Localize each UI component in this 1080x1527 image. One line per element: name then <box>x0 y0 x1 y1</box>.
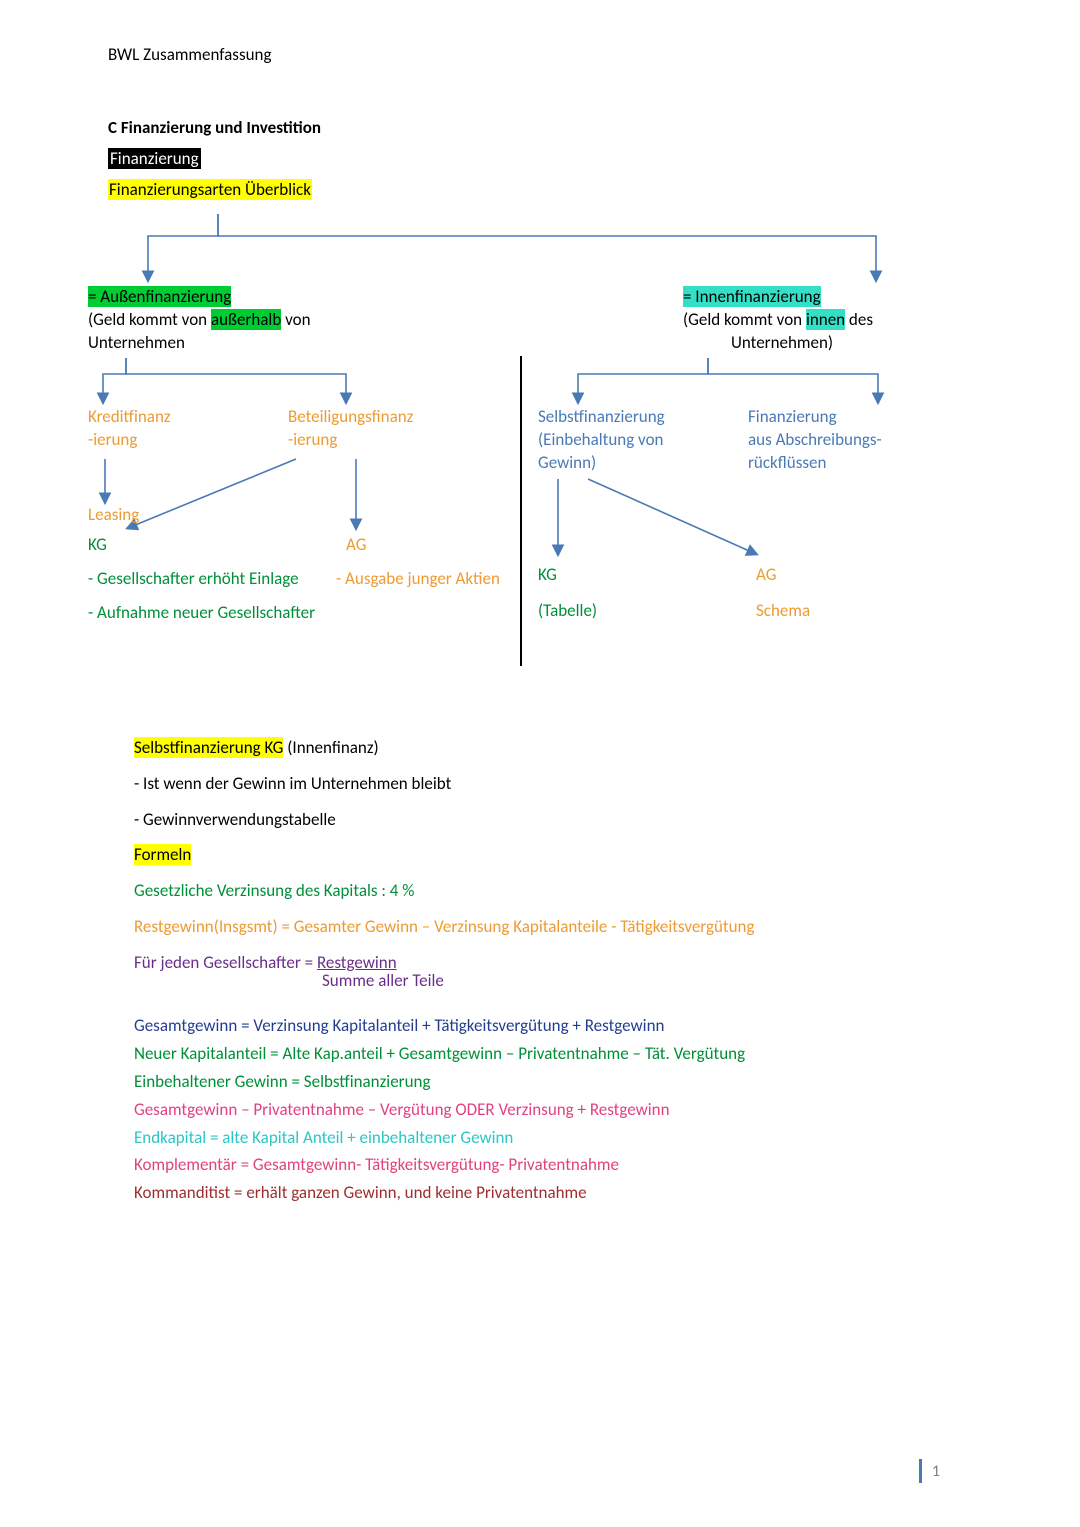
selbst-l1: Selbstfinanzierung <box>538 406 665 427</box>
line-orange: Restgewinn(Insgsmt) = Gesamter Gewinn – … <box>134 915 985 939</box>
bullet-2: - Gewinnverwendungstabelle <box>134 808 985 832</box>
overview-label: Finanzierungsarten Überblick <box>108 179 312 200</box>
content-block: Selbstfinanzierung KG (Innenfinanz) - Is… <box>108 736 985 1205</box>
node-leasing: Leasing <box>88 504 139 527</box>
node-kg-detail2: - Aufnahme neuer Gesellschafter <box>88 602 315 625</box>
selbst-heading-hl: Selbstfinanzierung KG <box>134 737 283 758</box>
node-abschreibung: Finanzierung aus Abschreibungs- rückflüs… <box>748 406 882 475</box>
line-green-1: Gesetzliche Verzinsung des Kapitals : 4 … <box>134 879 985 903</box>
beteil-l2: -ierung <box>288 429 337 450</box>
node-beteiligungsfinanz: Beteiligungsfinanz -ierung <box>288 406 413 452</box>
node-aussenfinanzierung: = Außenfinanzierung (Geld kommt von auße… <box>88 286 311 355</box>
node-kg-left: KG <box>88 534 107 557</box>
diagram-area: = Außenfinanzierung (Geld kommt von auße… <box>108 206 985 706</box>
aussen-hl: außerhalb <box>211 309 281 330</box>
node-ag-right-sub: Schema <box>756 600 810 623</box>
leasing-label: Leasing <box>88 504 139 525</box>
line-green-2: Neuer Kapitalanteil = Alte Kap.anteil + … <box>134 1042 985 1066</box>
purple-a: Für jeden Gesellschafter = <box>134 952 317 973</box>
abschr-l2: aus Abschreibungs- <box>748 429 882 450</box>
aussen-paren-post: von <box>281 309 310 330</box>
kg-right-label: KG <box>538 564 557 585</box>
node-ag-detail: - Ausgabe junger Aktien <box>336 568 500 591</box>
line-navy: Gesamtgewinn = Verzinsung Kapitalanteil … <box>134 1014 985 1038</box>
innen-title: = Innenfinanzierung <box>683 286 821 307</box>
selbst-heading-rest: (Innenfinanz) <box>283 737 378 758</box>
ag-right-label: AG <box>756 564 776 585</box>
node-kg-right: KG <box>538 564 557 587</box>
selbst-l3: Gewinn) <box>538 452 596 473</box>
aussen-paren-pre: (Geld kommt von <box>88 309 211 330</box>
abschr-l1: Finanzierung <box>748 406 837 427</box>
node-ag-left: AG <box>346 534 366 557</box>
node-innenfinanzierung: = Innenfinanzierung (Geld kommt von inne… <box>683 286 873 355</box>
innen-hl: innen <box>806 309 845 330</box>
node-kreditfinanz: Kreditfinanz -ierung <box>88 406 171 452</box>
kredit-l1: Kreditfinanz <box>88 406 171 427</box>
kg-left-label: KG <box>88 534 107 555</box>
formeln-heading: Formeln <box>134 843 985 867</box>
line-green-3: Einbehaltener Gewinn = Selbstfinanzierun… <box>134 1070 985 1094</box>
node-kg-right-sub: (Tabelle) <box>538 600 597 623</box>
line-darkred: Kommanditist = erhält ganzen Gewinn, und… <box>134 1181 985 1205</box>
kredit-l2: -ierung <box>88 429 137 450</box>
selbst-l2: (Einbehaltung von <box>538 429 663 450</box>
selbst-heading: Selbstfinanzierung KG (Innenfinanz) <box>134 736 985 760</box>
line-cyan: Endkapital = alte Kapital Anteil + einbe… <box>134 1126 985 1150</box>
inverted-heading: Finanzierung <box>108 148 201 169</box>
kg-right-sub: (Tabelle) <box>538 600 597 621</box>
ag-right-sub: Schema <box>756 600 810 621</box>
document-title: BWL Zusammenfassung <box>108 44 985 65</box>
node-selbstfinanzierung: Selbstfinanzierung (Einbehaltung von Gew… <box>538 406 665 475</box>
line-pink-1: Gesamtgewinn – Privatentnahme – Vergütun… <box>134 1098 985 1122</box>
innen-paren-pre: (Geld kommt von <box>683 309 806 330</box>
innen-paren-post: des <box>845 309 873 330</box>
bullet-1: - Ist wenn der Gewinn im Unternehmen ble… <box>134 772 985 796</box>
abschr-l3: rückflüssen <box>748 452 826 473</box>
ag-d1: - Ausgabe junger Aktien <box>336 568 500 589</box>
aussen-line3: Unternehmen <box>88 332 185 353</box>
page-number: 1 <box>919 1459 940 1483</box>
kg-d2: - Aufnahme neuer Gesellschafter <box>88 602 315 623</box>
innen-line3: Unternehmen) <box>683 332 833 353</box>
aussen-title: = Außenfinanzierung <box>88 286 231 307</box>
chapter-title: C Finanzierung und Investition <box>108 117 985 138</box>
node-kg-detail1: - Gesellschafter erhöht Einlage <box>88 568 299 591</box>
node-ag-right: AG <box>756 564 776 587</box>
document-page: BWL Zusammenfassung C Finanzierung und I… <box>108 44 985 1205</box>
formeln-hl: Formeln <box>134 844 191 865</box>
kg-d1: - Gesellschafter erhöht Einlage <box>88 568 299 589</box>
vertical-divider <box>520 356 522 666</box>
ag-left-label: AG <box>346 534 366 555</box>
beteil-l1: Beteiligungsfinanz <box>288 406 413 427</box>
line-pink-2: Komplementär = Gesamtgewinn- Tätigkeitsv… <box>134 1153 985 1177</box>
